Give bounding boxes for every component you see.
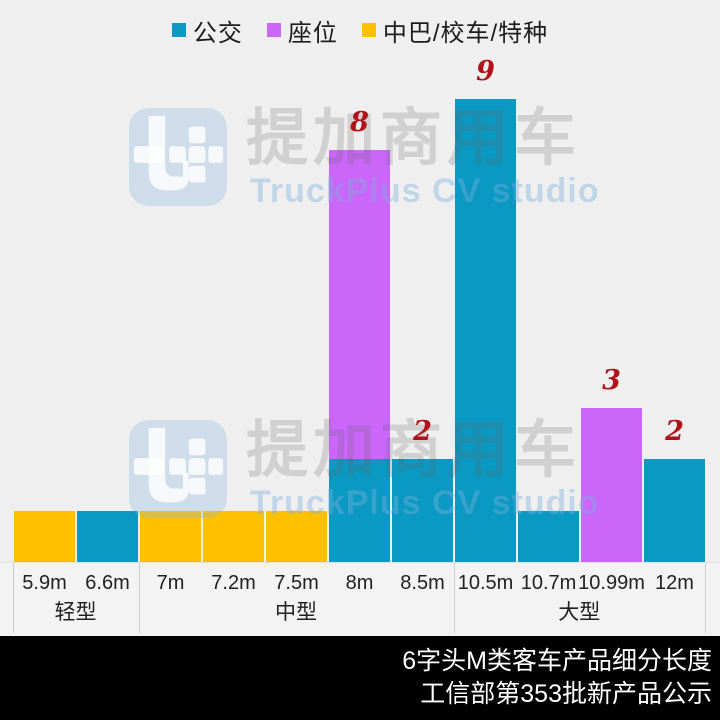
value-label-12m: 2 xyxy=(665,416,684,447)
legend-swatch-icon xyxy=(171,23,186,37)
group-label-轻型: 轻型 xyxy=(54,601,97,624)
bar-7m-中巴/校车/特种 xyxy=(140,510,201,562)
x-tick-10.5m: 10.5m xyxy=(457,572,514,594)
x-tick-7m: 7m xyxy=(156,572,185,594)
x-tick-6.6m: 6.6m xyxy=(85,572,130,594)
bar-8.5m-公交 xyxy=(392,459,453,562)
value-label-10.5m: 9 xyxy=(476,55,495,87)
x-tick-8.5m: 8.5m xyxy=(400,572,445,594)
legend-item-1: 座位 xyxy=(266,13,338,48)
group-label-中型: 中型 xyxy=(275,601,317,624)
bar-10.7m-公交 xyxy=(518,510,579,562)
x-tick-5.9m: 5.9m xyxy=(22,572,67,594)
group-separator xyxy=(138,563,140,633)
caption-bar: 6字头M类客车产品细分长度 工信部第353批新产品公示 xyxy=(0,636,720,720)
legend-label: 中巴/校车/特种 xyxy=(382,19,549,47)
bar-5.9m-中巴/校车/特种 xyxy=(14,510,75,562)
group-separator xyxy=(453,563,455,633)
value-label-10.99m: 3 xyxy=(602,364,621,396)
caption-subtitle: 工信部第353批新产品公示 xyxy=(420,680,712,708)
x-tick-12m: 12m xyxy=(655,572,694,594)
group-label-大型: 大型 xyxy=(558,601,601,624)
bar-10.99m-座位 xyxy=(581,407,642,562)
x-axis: 5.9m 6.6m 7m 7.2m 7.5m 8m 8.5m 10.5m 10.7m 10.99m… xyxy=(0,562,720,636)
legend-label: 公交 xyxy=(192,19,243,47)
legend-swatch-icon xyxy=(361,23,376,37)
bar-10.5m-公交 xyxy=(455,98,516,562)
plot-area: 8 2 9 3 2 xyxy=(14,55,705,562)
x-tick-7.2m: 7.2m xyxy=(211,572,256,594)
bar-6.6m-公交 xyxy=(77,510,138,562)
caption-title: 6字头M类客车产品细分长度 xyxy=(402,647,712,675)
x-tick-10.99m: 10.99m xyxy=(578,572,645,594)
value-label-8m: 8 xyxy=(350,107,369,138)
x-tick-7.5m: 7.5m xyxy=(274,572,319,594)
legend-label: 座位 xyxy=(287,19,338,47)
legend-swatch-icon xyxy=(266,23,281,37)
x-tick-8m: 8m xyxy=(345,572,374,594)
value-label-8.5m: 2 xyxy=(413,416,432,447)
group-separator xyxy=(705,563,706,633)
group-separator xyxy=(12,563,14,633)
legend: 公交 座位 中巴/校车/特种 xyxy=(0,13,720,48)
x-tick-10.7m: 10.7m xyxy=(520,572,577,594)
bar-7.2m-中巴/校车/特种 xyxy=(203,510,264,562)
legend-item-0: 公交 xyxy=(171,13,243,48)
legend-item-2: 中巴/校车/特种 xyxy=(361,13,549,48)
bar-8m-公交 xyxy=(329,459,390,562)
bar-7.5m-中巴/校车/特种 xyxy=(266,510,327,562)
bar-12m-公交 xyxy=(644,459,705,562)
